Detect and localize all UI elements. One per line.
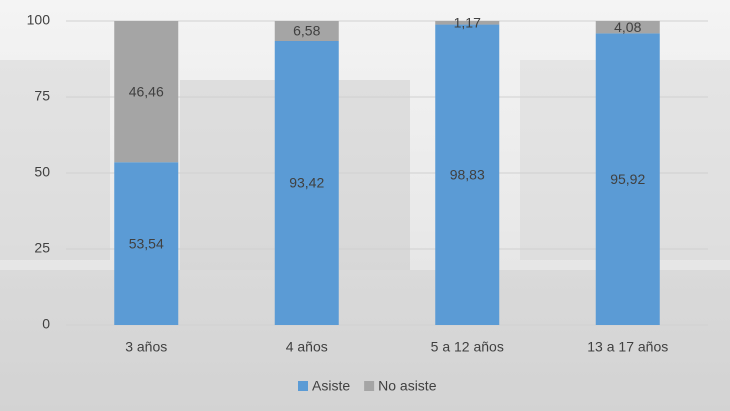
bar-segment xyxy=(435,21,500,25)
value-label: 46,46 xyxy=(129,83,164,99)
x-tick-label: 5 a 12 años xyxy=(431,339,504,355)
legend-label: Asiste xyxy=(312,378,350,394)
value-label: 1,17 xyxy=(454,14,481,30)
bar-segment xyxy=(435,24,500,326)
y-tick-label: 0 xyxy=(42,316,50,332)
bar-segment xyxy=(595,21,660,34)
value-label: 4,08 xyxy=(614,19,641,35)
bar-segment xyxy=(595,33,660,325)
legend-swatch xyxy=(298,381,308,391)
value-label: 95,92 xyxy=(610,171,645,187)
x-tick-label: 3 años xyxy=(125,339,167,355)
value-label: 53,54 xyxy=(129,235,164,251)
bar-segment xyxy=(274,41,339,325)
value-label: 93,42 xyxy=(289,175,324,191)
value-label: 98,83 xyxy=(450,166,485,182)
legend-swatch xyxy=(364,381,375,391)
x-tick-label: 13 a 17 años xyxy=(587,339,668,355)
bar-segment xyxy=(114,162,179,325)
bar-segment xyxy=(274,21,339,42)
y-tick-label: 100 xyxy=(27,12,51,28)
legend-label: No asiste xyxy=(378,378,437,394)
x-tick-label: 4 años xyxy=(286,339,328,355)
y-tick-label: 25 xyxy=(34,240,50,256)
y-tick-label: 50 xyxy=(34,164,50,180)
value-label: 6,58 xyxy=(293,23,320,39)
bar-segment xyxy=(114,21,179,163)
y-tick-label: 75 xyxy=(34,88,50,104)
